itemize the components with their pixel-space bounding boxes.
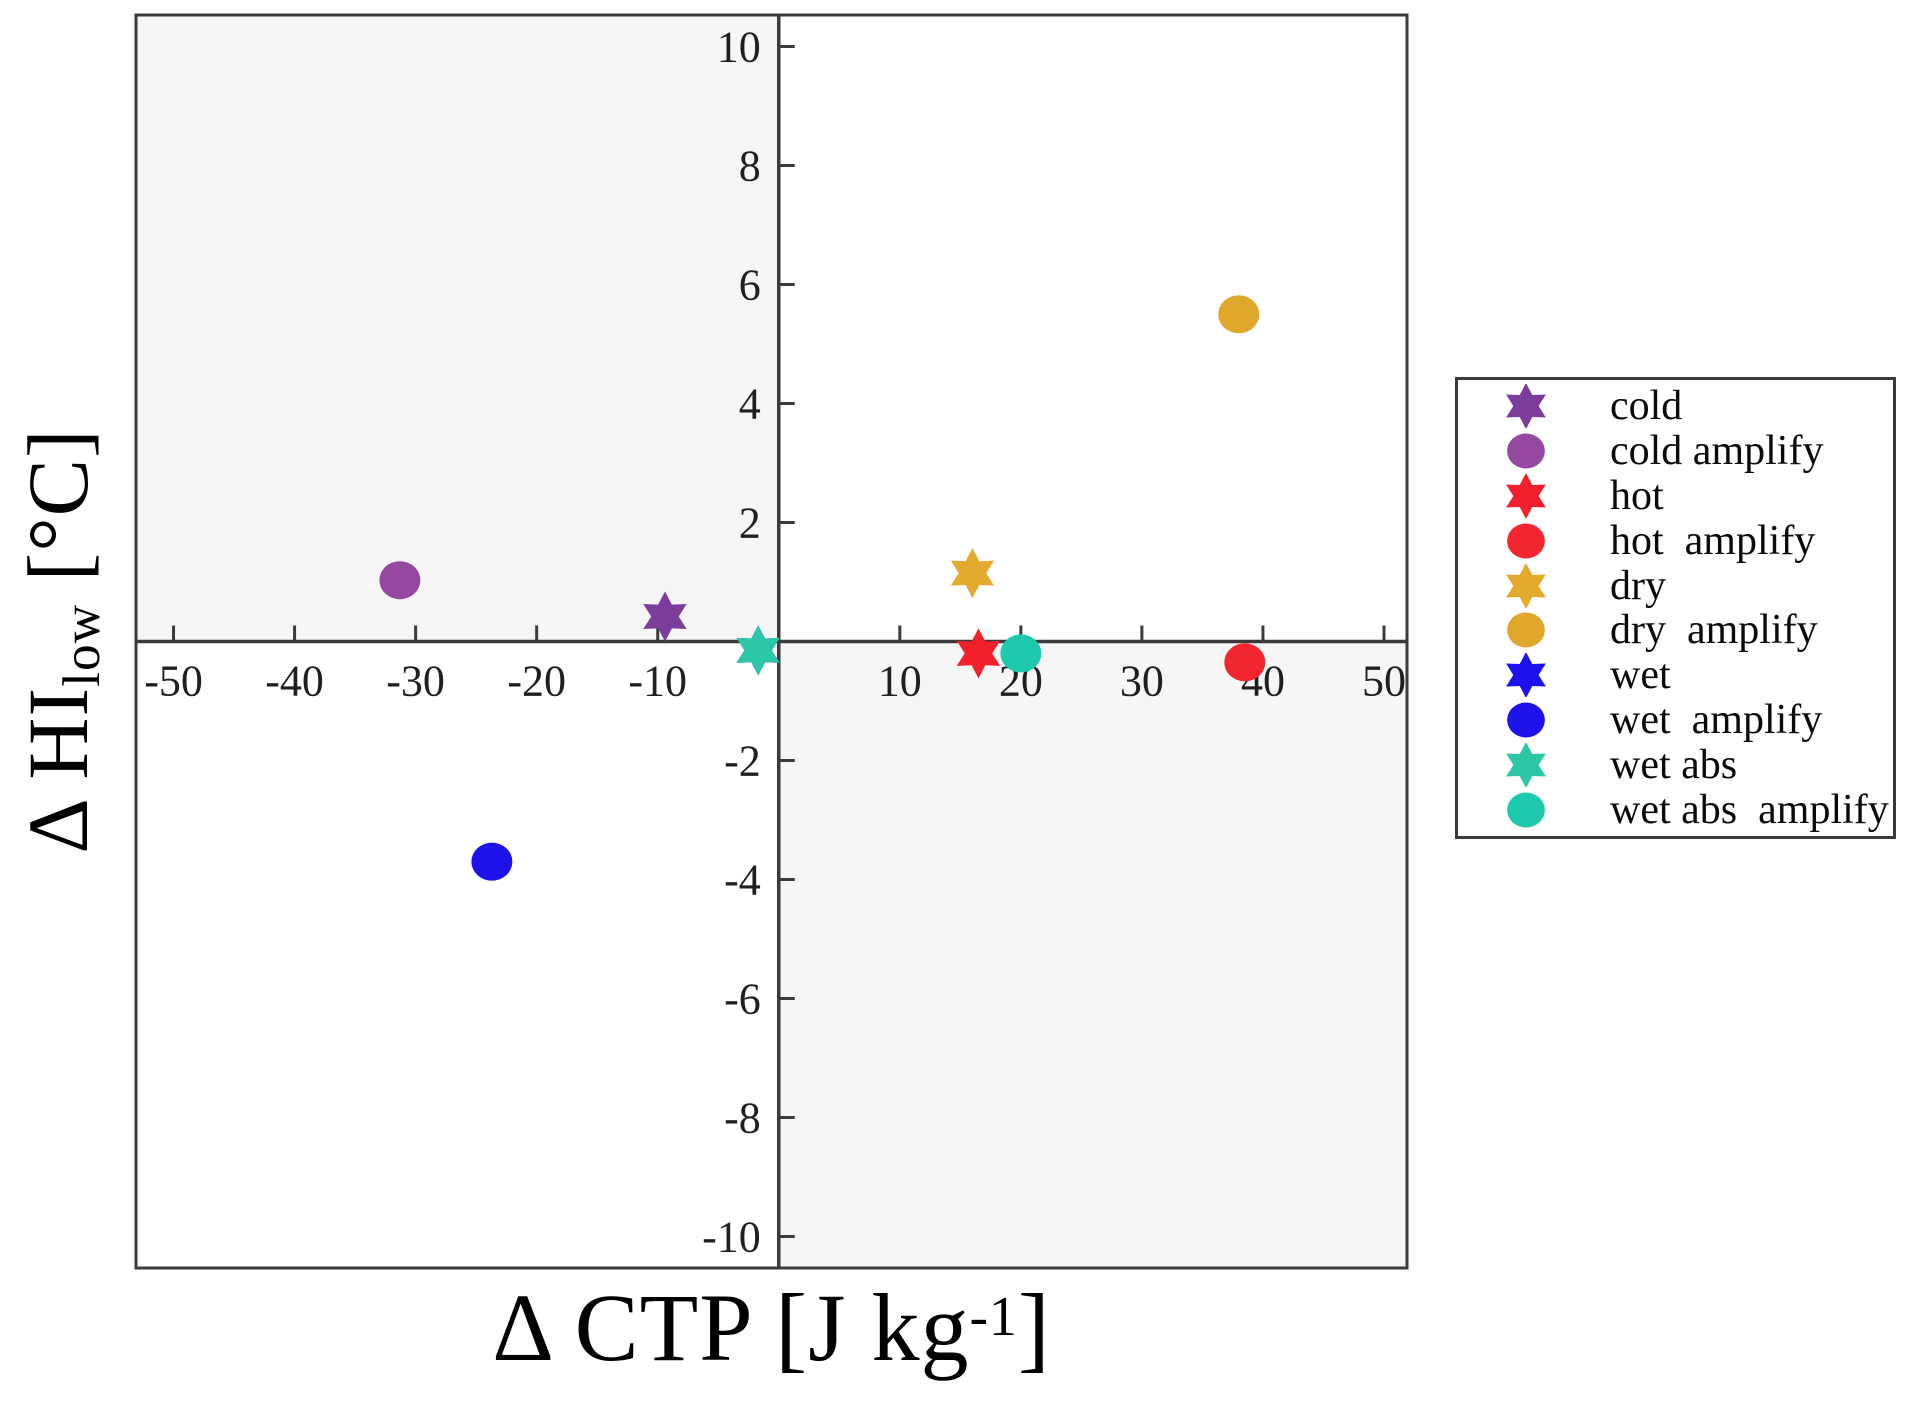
- y-tick-label: 2: [739, 499, 761, 548]
- legend-label-wet-abs-amplify: wet abs amplify: [1610, 786, 1889, 833]
- y-tick-label: -6: [724, 974, 761, 1023]
- x-tick-label: -10: [628, 657, 687, 706]
- marker-dry: [950, 548, 995, 599]
- x-tick-label: -30: [386, 657, 445, 706]
- x-tick-label: 50: [1362, 657, 1406, 706]
- y-tick-label: -4: [724, 855, 761, 904]
- x-axis-label: Δ CTP [J kg-1]: [136, 1272, 1407, 1383]
- legend-label-hot: hot: [1610, 472, 1664, 519]
- x-axis-label-text: Δ CTP [J kg: [492, 1274, 970, 1381]
- marker-dry-amplify: [1218, 295, 1260, 334]
- legend-item-cold-amplify: cold amplify: [1458, 429, 1893, 473]
- legend-marker-cold: [1506, 384, 1546, 429]
- x-tick-label: 30: [1120, 657, 1164, 706]
- legend-marker-wet-abs: [1506, 742, 1546, 787]
- legend-label-wet-abs: wet abs: [1610, 741, 1738, 788]
- y-tick-label: -2: [724, 736, 761, 785]
- legend-item-wet-abs-amplify: wet abs amplify: [1458, 788, 1893, 832]
- y-tick-label: -8: [724, 1093, 761, 1142]
- y-axis-label-text: Δ HI: [10, 686, 106, 854]
- y-axis-label: Δ HIlow [°C]: [8, 428, 111, 854]
- marker-hot: [956, 628, 1001, 679]
- shaded-quadrant-upper-left: [136, 15, 779, 642]
- legend-label-dry: dry: [1610, 562, 1666, 609]
- legend-circle-icon: [1507, 433, 1545, 469]
- legend-label-wet-amplify: wet amplify: [1610, 696, 1823, 743]
- legend-label-cold: cold: [1610, 383, 1683, 430]
- y-tick-label: 6: [739, 261, 761, 310]
- y-tick-label: 8: [739, 142, 761, 191]
- x-tick-label: -50: [144, 657, 203, 706]
- legend-marker-wet-amplify: [1507, 702, 1545, 738]
- y-tick-label: -10: [702, 1212, 761, 1261]
- y-tick-label: 10: [717, 23, 761, 72]
- legend-item-hot: hot: [1458, 472, 1893, 519]
- legend-circle-icon: [1507, 612, 1545, 648]
- marker-wet-amplify: [471, 842, 513, 881]
- legend-item-wet-amplify: wet amplify: [1458, 698, 1893, 742]
- y-axis-label-subscript: low: [50, 603, 111, 687]
- legend-circle-icon: [1507, 523, 1545, 559]
- legend-marker-hot-amplify: [1507, 523, 1545, 559]
- shaded-quadrant-lower-right: [778, 641, 1407, 1268]
- legend-item-hot-amplify: hot amplify: [1458, 519, 1893, 563]
- marker-cold: [643, 591, 687, 642]
- legend-item-dry-amplify: dry amplify: [1458, 608, 1893, 652]
- x-tick-label: 10: [878, 657, 922, 706]
- legend-item-wet: wet: [1458, 652, 1893, 699]
- legend-star-icon: [1506, 563, 1546, 608]
- y-axis-label-suffix: [°C]: [10, 428, 106, 604]
- marker-cold-amplify: [379, 561, 421, 600]
- y-tick-label: 4: [739, 380, 761, 429]
- legend-circle-icon: [1507, 792, 1545, 828]
- legend-item-dry: dry: [1458, 562, 1893, 609]
- x-tick-label: -40: [265, 657, 324, 706]
- legend-circle-icon: [1507, 702, 1545, 738]
- legend-star-icon: [1506, 653, 1546, 698]
- marker-wet-abs: [736, 625, 780, 676]
- legend-star-icon: [1506, 384, 1546, 429]
- marker-hot-amplify: [1224, 643, 1266, 682]
- legend-marker-wet-abs-amplify: [1507, 792, 1545, 828]
- x-axis-label-suffix: ]: [1017, 1274, 1051, 1381]
- legend-marker-wet: [1506, 653, 1546, 698]
- legend-label-cold-amplify: cold amplify: [1610, 428, 1824, 475]
- legend-label-wet: wet: [1610, 652, 1671, 699]
- x-tick-label: -20: [507, 657, 566, 706]
- legend-star-icon: [1506, 473, 1546, 518]
- legend-star-icon: [1506, 742, 1546, 787]
- legend-label-hot-amplify: hot amplify: [1610, 517, 1816, 564]
- legend-marker-dry-amplify: [1507, 612, 1545, 648]
- legend-item-wet-abs: wet abs: [1458, 741, 1893, 788]
- x-axis-label-superscript: -1: [969, 1285, 1018, 1348]
- marker-wet-abs-amplify: [1000, 634, 1042, 673]
- legend-marker-dry: [1506, 563, 1546, 608]
- legend-marker-cold-amplify: [1507, 433, 1545, 469]
- legend-label-dry-amplify: dry amplify: [1610, 607, 1818, 654]
- legend-item-cold: cold: [1458, 383, 1893, 430]
- legend: cold cold amplify hot hot amplify dry dry amp…: [1455, 377, 1896, 839]
- legend-marker-hot: [1506, 473, 1546, 518]
